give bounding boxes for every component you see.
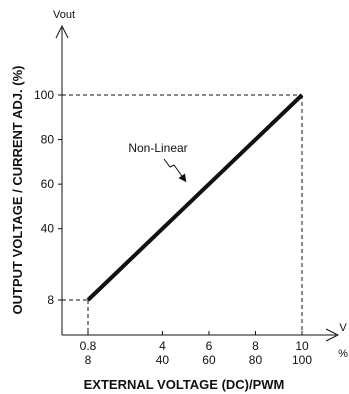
series-line [86, 93, 304, 302]
series-layer [86, 93, 304, 302]
y-tick-label: 80 [41, 133, 55, 147]
y-axis-title: OUTPUT VOLTAGE / CURRENT ADJ. (%) [10, 66, 25, 315]
y-tick-label: 8 [47, 293, 54, 307]
annotation-arrow [163, 158, 187, 183]
x-tick-label-percent: 80 [249, 353, 263, 367]
x-tick-label-percent: 8 [85, 353, 92, 367]
annotation-non-linear: Non-Linear [128, 141, 187, 155]
guides-layer [62, 94, 303, 335]
x-tick-label-voltage: 6 [206, 339, 213, 353]
x-tick-label-voltage: 10 [295, 339, 309, 353]
x-axis-title: EXTERNAL VOLTAGE (DC)/PWM [84, 377, 285, 392]
x-unit-percent-label: % [338, 348, 348, 360]
x-tick-label-percent: 100 [292, 353, 312, 367]
x-unit-voltage-label: V [339, 322, 347, 334]
y-axis-arrow-icon [55, 24, 69, 39]
y-tick-label: 100 [34, 88, 54, 102]
y-tick-label: 40 [41, 222, 55, 236]
x-axis-arrow-icon [325, 328, 340, 342]
y-unit-label: Vout [53, 9, 75, 21]
x-tick-label-percent: 60 [202, 353, 216, 367]
x-tick-label-voltage: 0.8 [80, 339, 97, 353]
x-tick-label-percent: 40 [156, 353, 170, 367]
x-tick-label-voltage: 4 [159, 339, 166, 353]
x-tick-label-voltage: 8 [252, 339, 259, 353]
y-tick-label: 60 [41, 177, 55, 191]
